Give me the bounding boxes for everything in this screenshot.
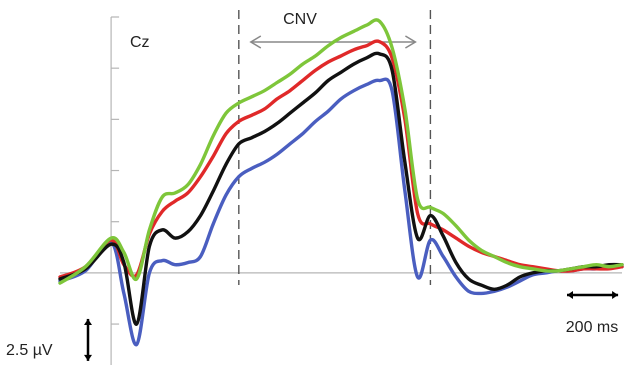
cnv-arrow-left-head xyxy=(249,35,262,49)
series-line-1 xyxy=(58,51,624,326)
amplitude-scale-arrow-top xyxy=(84,318,92,325)
cnv-arrow-right-head xyxy=(405,35,417,49)
series-line-0 xyxy=(58,39,624,279)
amplitude-scale-label: 2.5 µV xyxy=(6,342,53,359)
amplitude-scale-arrow-bottom xyxy=(84,354,92,361)
electrode-label: Cz xyxy=(130,34,150,51)
cnv-label: CNV xyxy=(283,11,317,28)
time-scale-label: 200 ms xyxy=(566,319,618,336)
series-line-3 xyxy=(58,18,624,285)
time-scale-arrow-right xyxy=(612,291,619,299)
series-lines xyxy=(58,18,624,347)
series-line-2 xyxy=(58,77,624,347)
time-scale-arrow-left xyxy=(567,291,573,299)
scale-bars xyxy=(84,291,619,361)
